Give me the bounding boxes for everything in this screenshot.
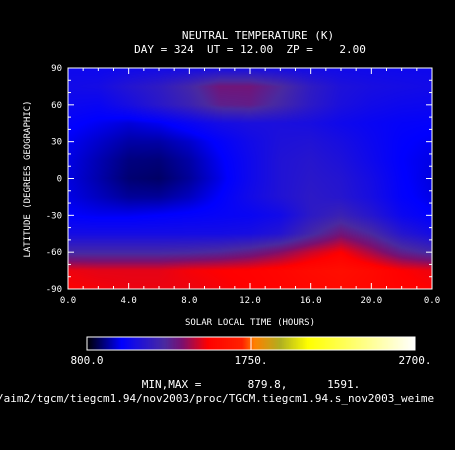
chart-subtitle: DAY = 324 UT = 12.00 ZP = 2.00 <box>134 43 366 56</box>
x-tick-label: 0.0 <box>424 296 440 306</box>
y-tick-label: 90 <box>51 64 62 74</box>
colorbar-tick-label: 800.0 <box>70 354 103 367</box>
x-axis-label: SOLAR LOCAL TIME (HOURS) <box>185 318 315 328</box>
y-axis-label: LATITUDE (DEGREES GEOGRAPHIC) <box>23 100 33 257</box>
chart-title: NEUTRAL TEMPERATURE (K) <box>182 29 334 42</box>
x-tick-label: 16.0 <box>300 296 322 306</box>
y-tick-label: -90 <box>46 285 62 295</box>
x-tick-label: 4.0 <box>121 296 137 306</box>
x-tick-label: 20.0 <box>360 296 382 306</box>
x-tick-label: 12.0 <box>239 296 261 306</box>
heatmap-image <box>68 68 432 289</box>
y-tick-label: 30 <box>51 138 62 148</box>
colorbar-tick-label: 2700. <box>398 354 431 367</box>
x-axis: 0.0 4.0 8.0 12.0 16.0 20.0 0.0 <box>60 68 440 306</box>
y-tick-label: -60 <box>46 248 62 258</box>
x-tick-label: 8.0 <box>181 296 197 306</box>
file-path: /aim2/tgcm/tiegcm1.94/nov2003/proc/TGCM.… <box>0 392 434 405</box>
y-axis: 90 60 30 0 -30 -60 -90 <box>46 64 432 295</box>
y-tick-label: -30 <box>46 211 62 221</box>
x-tick-label: 0.0 <box>60 296 76 306</box>
colorbar-ticks: 800.0 1750. 2700. <box>70 337 432 367</box>
minmax-readout: MIN,MAX = 879.8, 1591. <box>142 378 361 391</box>
y-tick-label: 60 <box>51 101 62 111</box>
y-tick-label: 0 <box>57 175 62 185</box>
colorbar-tick-label: 1750. <box>234 354 267 367</box>
